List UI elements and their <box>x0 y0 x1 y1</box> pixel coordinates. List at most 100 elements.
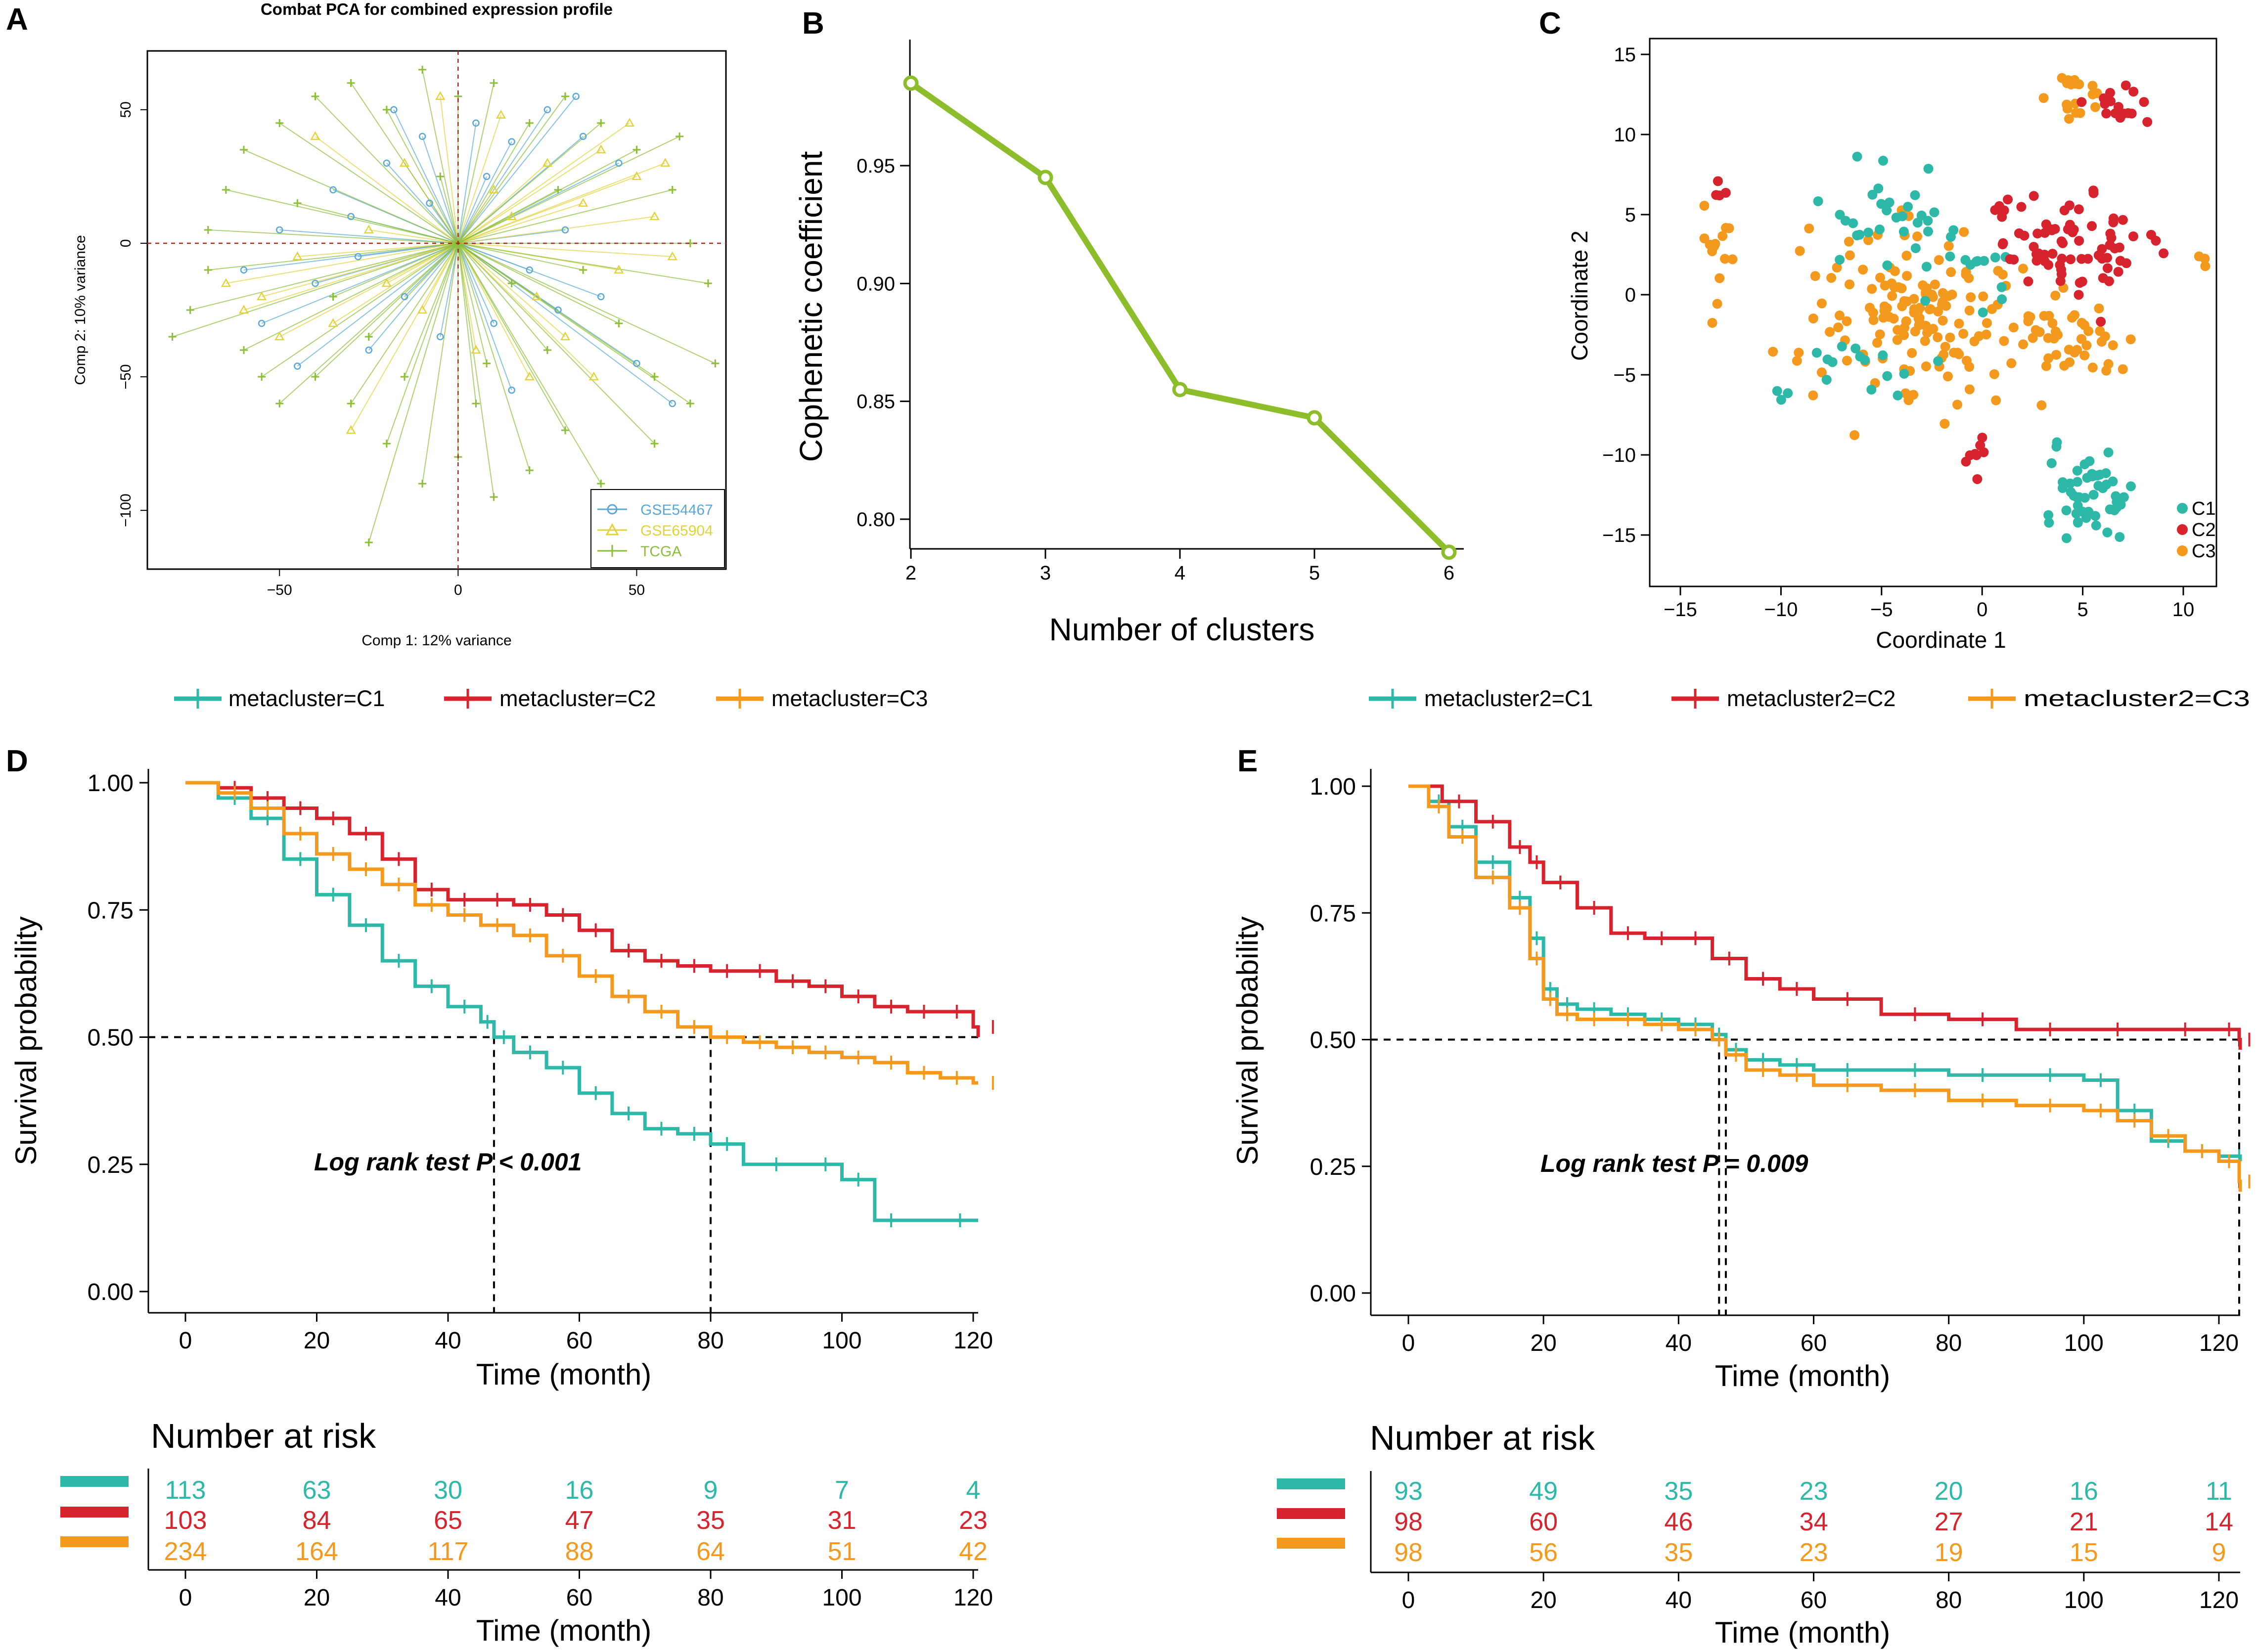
pca-point <box>633 359 640 367</box>
x-tick-label: 20 <box>304 1328 330 1354</box>
cophenetic-point <box>1307 410 1322 426</box>
cluster-point-c1 <box>1912 218 1923 228</box>
cluster-point-c3 <box>1978 291 1988 302</box>
cluster-point-c1 <box>1863 227 1874 238</box>
cluster-point-c1 <box>1783 388 1793 399</box>
cluster-point-c2 <box>2101 108 2112 119</box>
loading-line <box>440 243 459 337</box>
loading-line <box>457 123 630 244</box>
pca-point <box>329 186 337 194</box>
cluster-point-c2 <box>1970 448 1980 459</box>
risk-count-c1: 11 <box>2206 1477 2232 1506</box>
cluster-point-c1 <box>1899 368 1909 379</box>
cluster-point-c1 <box>1848 218 1858 228</box>
cluster-point-c3 <box>1867 284 1877 294</box>
loading-line <box>422 243 459 311</box>
cluster-point-c3 <box>1959 227 1969 237</box>
cluster-point-c1 <box>1965 260 1976 270</box>
risk-table-e: 0 20 40 60 80 100 120 93 49 35 23 20 16 11 98 60 46 34 27 2… <box>1394 1477 2239 1613</box>
cluster-point-c3 <box>2090 102 2100 112</box>
cluster-point-c1 <box>1813 196 1823 206</box>
cluster-point-c1 <box>1898 226 1909 237</box>
loading-line <box>368 243 459 337</box>
cluster-point-c3 <box>1717 231 1728 241</box>
loading-line <box>368 229 458 244</box>
risk-x-tick-label: 40 <box>435 1585 461 1611</box>
cluster-point-c3 <box>2063 75 2074 86</box>
cluster-point-c1 <box>1772 386 1782 396</box>
loading-line <box>172 242 458 337</box>
pca-point <box>472 119 480 127</box>
cluster-point-c2 <box>2066 254 2076 265</box>
loading-line <box>457 115 501 244</box>
cophenetic-point <box>903 75 919 91</box>
cluster-point-c3 <box>1868 315 1879 325</box>
risk-count-c3: 98 <box>1394 1538 1423 1567</box>
cluster-point-c3 <box>2036 400 2047 410</box>
pca-point <box>650 373 659 381</box>
y-tick-label: 15 <box>1614 44 1636 66</box>
pca-point <box>543 106 551 114</box>
pca-point <box>347 400 355 408</box>
risk-table-d: 0 20 40 60 80 100 120 113 63 30 16 9 7 4 103 84 65 47 35 31… <box>164 1476 993 1611</box>
risk-count-c2: 14 <box>2205 1508 2233 1536</box>
loading-line <box>393 109 459 244</box>
loading-line <box>226 189 458 244</box>
risk-table-e-title: Number at risk <box>1370 1419 1595 1457</box>
cluster-point-c2 <box>2016 202 2027 212</box>
cluster-point-c3 <box>1901 316 1911 326</box>
risk-count-c2: 35 <box>696 1506 725 1535</box>
cluster-point-c3 <box>2075 108 2085 118</box>
x-tick-label: 120 <box>2199 1330 2239 1356</box>
pca-legend-gse54467: GSE54467 <box>640 502 713 518</box>
risk-x-tick-label: 100 <box>822 1585 861 1611</box>
cluster-point-c3 <box>1920 336 1930 346</box>
pca-y-axis-label: Comp 2: 10% variance <box>72 235 89 385</box>
pca-point <box>238 305 249 314</box>
cluster-point-c1 <box>1945 231 1956 242</box>
pca-point <box>401 293 408 301</box>
y-tick-label: 0.00 <box>1310 1281 1356 1307</box>
loading-line <box>279 243 459 404</box>
pca-point <box>294 362 301 370</box>
pca-point <box>526 266 534 274</box>
panel-letter-e: E <box>1237 744 1258 778</box>
pca-point <box>676 132 684 140</box>
cluster-point-c3 <box>2006 358 2017 368</box>
pca-x-axis-label: Comp 1: 12% variance <box>361 632 512 649</box>
pca-point <box>542 158 553 167</box>
pca-point <box>328 318 338 327</box>
risk-table-d-title: Number at risk <box>151 1417 376 1455</box>
y-tick-label: 0.50 <box>88 1025 134 1051</box>
cluster-point-c3 <box>1946 267 1956 277</box>
loading-line <box>261 242 458 297</box>
risk-count-c3: 19 <box>1935 1538 1963 1567</box>
risk-count-c3: 64 <box>696 1537 725 1566</box>
pca-point <box>274 331 285 341</box>
pca-point <box>436 172 445 180</box>
risk-count-c1: 23 <box>1800 1477 1828 1506</box>
cluster-point-c2 <box>1972 474 1983 484</box>
loading-line <box>457 243 548 351</box>
pca-point <box>660 158 671 167</box>
cluster-point-c3 <box>1933 332 1943 343</box>
survival-d-legend-c2: metacluster=C2 <box>499 686 656 711</box>
risk-count-c2: 47 <box>565 1506 594 1535</box>
cluster-point-c3 <box>1875 272 1886 283</box>
pca-point <box>240 346 248 355</box>
risk-x-tick-label: 80 <box>697 1585 723 1611</box>
y-tick-label: −5 <box>1613 364 1636 386</box>
cluster-point-c1 <box>2088 490 2099 500</box>
cluster-point-c1 <box>1873 183 1884 194</box>
x-tick-label: 6 <box>1444 562 1454 584</box>
cluster-point-c3 <box>1952 400 1963 410</box>
loading-line <box>386 243 459 444</box>
loading-line <box>350 243 459 431</box>
cluster-point-c3 <box>1795 246 1805 256</box>
loading-line <box>457 176 488 244</box>
cluster-point-c3 <box>2018 264 2028 274</box>
loading-line <box>261 243 458 377</box>
cluster-point-c1 <box>2058 477 2068 488</box>
cluster-point-c2 <box>2047 249 2058 259</box>
y-tick-label: −100 <box>118 493 134 527</box>
